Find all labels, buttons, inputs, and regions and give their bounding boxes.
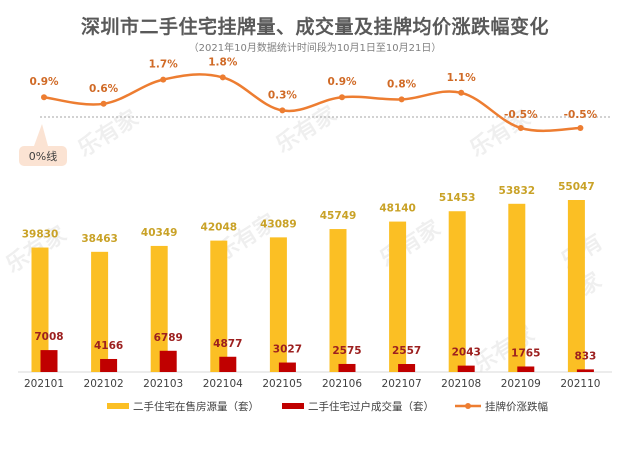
line-point xyxy=(398,96,405,103)
bar-label-transaction: 1765 xyxy=(511,347,540,359)
x-tick-label: 202102 xyxy=(84,378,124,390)
bar-transaction-volume xyxy=(457,365,475,372)
bar-label-listing: 48140 xyxy=(379,203,416,215)
x-tick-label: 202108 xyxy=(441,378,481,390)
x-tick-label: 202110 xyxy=(560,378,600,390)
line-point-label: 0.3% xyxy=(268,89,298,101)
x-tick-label: 202109 xyxy=(501,378,541,390)
bar-transaction-volume xyxy=(576,369,594,372)
bar-label-listing: 53832 xyxy=(499,185,536,197)
x-tick-label: 202101 xyxy=(24,378,64,390)
bar-listing-volume xyxy=(91,251,109,372)
bar-listing-volume xyxy=(567,200,585,372)
legend-label-price: 挂牌价涨跌幅 xyxy=(485,400,548,413)
bar-label-transaction: 2575 xyxy=(332,345,361,357)
bar-label-transaction: 4877 xyxy=(213,338,242,350)
line-point xyxy=(517,125,524,131)
bar-label-listing: 40349 xyxy=(141,227,178,239)
x-tick-label: 202107 xyxy=(382,378,422,390)
bar-listing-volume xyxy=(210,240,228,372)
bar-transaction-volume xyxy=(398,364,416,372)
zero-line-callout xyxy=(19,124,67,166)
bar-label-transaction: 833 xyxy=(574,350,596,362)
bar-label-listing: 38463 xyxy=(81,233,118,245)
bar-transaction-volume xyxy=(517,366,535,372)
legend-label-listing: 二手住宅在售房源量（套） xyxy=(133,400,259,413)
bar-listing-volume xyxy=(150,245,168,372)
bar-label-listing: 39830 xyxy=(22,229,59,241)
bar-label-transaction: 3027 xyxy=(273,344,302,356)
bar-label-listing: 42048 xyxy=(201,222,238,234)
line-point-label: 0.9% xyxy=(327,76,357,88)
line-point xyxy=(160,76,167,83)
bar-transaction-volume xyxy=(159,350,177,372)
bar-listing-volume xyxy=(329,229,347,372)
bar-label-listing: 51453 xyxy=(439,192,476,204)
bar-listing-volume xyxy=(31,247,49,372)
bar-label-transaction: 4166 xyxy=(94,340,123,352)
line-point-label: 1.7% xyxy=(149,59,179,71)
line-point-label: 0.6% xyxy=(89,83,119,95)
chart-title: 深圳市二手住宅挂牌量、成交量及挂牌均价涨跌幅变化 xyxy=(80,16,549,38)
bar-label-listing: 43089 xyxy=(260,218,297,230)
x-tick-label: 202106 xyxy=(322,378,362,390)
x-tick-label: 202104 xyxy=(203,378,243,390)
x-tick-label: 202103 xyxy=(143,378,183,390)
bar-listing-volume xyxy=(508,203,526,372)
bar-label-transaction: 2043 xyxy=(452,347,481,359)
line-point xyxy=(219,74,226,81)
legend-swatch-price-dot xyxy=(465,403,471,409)
bar-label-listing: 45749 xyxy=(320,210,357,222)
bar-transaction-volume xyxy=(40,350,58,372)
line-point-label: -0.5% xyxy=(564,109,598,121)
line-point xyxy=(458,89,465,96)
bar-label-transaction: 7008 xyxy=(34,331,63,343)
bar-listing-volume xyxy=(389,221,407,372)
line-point-label: 0.9% xyxy=(29,76,59,88)
legend-label-transaction: 二手住宅过户成交量（套） xyxy=(308,400,434,413)
bar-listing-volume xyxy=(269,237,287,372)
bar-transaction-volume xyxy=(219,356,237,372)
chart-subtitle: （2021年10月数据统计时间段为10月1日至10月21日） xyxy=(188,43,442,54)
x-tick-label: 202105 xyxy=(262,378,302,390)
bar-transaction-volume xyxy=(100,358,118,372)
line-point xyxy=(100,100,107,107)
bar-label-transaction: 2557 xyxy=(392,345,421,357)
line-point-label: 1.1% xyxy=(447,72,477,84)
line-point-label: 0.8% xyxy=(387,78,417,90)
line-point xyxy=(577,125,584,131)
bar-label-listing: 55047 xyxy=(558,181,595,193)
line-point xyxy=(339,94,345,101)
line-point-label: -0.5% xyxy=(504,109,538,121)
bar-label-transaction: 6789 xyxy=(154,332,183,344)
bar-transaction-volume xyxy=(338,363,356,372)
line-point-label: 1.8% xyxy=(208,56,238,68)
line-point xyxy=(41,94,47,101)
line-price-change xyxy=(43,73,581,133)
legend-swatch-transaction xyxy=(282,403,304,409)
legend-swatch-listing xyxy=(107,403,129,409)
line-point xyxy=(279,107,286,114)
bar-listing-volume xyxy=(448,211,466,372)
zero-line-label: 0%线 xyxy=(29,149,57,163)
bar-transaction-volume xyxy=(278,362,296,372)
